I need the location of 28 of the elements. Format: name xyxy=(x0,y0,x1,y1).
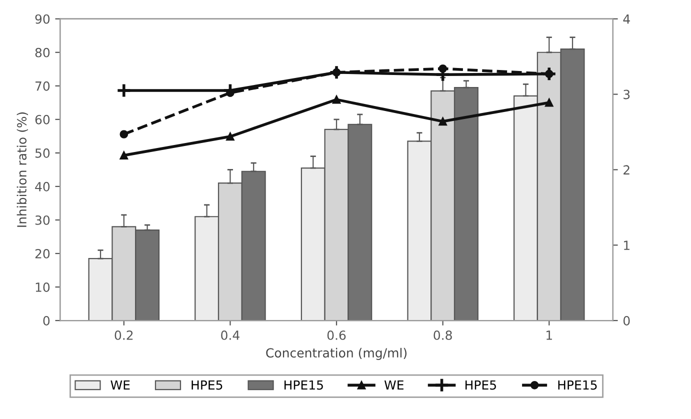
y-tick-label: 70 xyxy=(36,81,50,91)
legend-label: HPE15 xyxy=(558,380,597,390)
x-tick-label: 0.6 xyxy=(327,330,346,340)
y2-tick-label: 4 xyxy=(623,14,630,24)
x-tick-label: 1 xyxy=(546,330,552,340)
y2-tick-label: 2 xyxy=(624,165,630,174)
legend-label: HPE5 xyxy=(192,380,222,390)
legend-label: HPE5 xyxy=(466,380,496,390)
y2-tick-label: 0 xyxy=(623,316,630,326)
legend-label: HPE15 xyxy=(284,380,323,390)
x-tick-label: 0.8 xyxy=(434,330,452,340)
y-tick-label: 30 xyxy=(35,215,50,225)
y-tick-label: 50 xyxy=(35,148,50,158)
x-tick-label: 0.2 xyxy=(114,330,133,340)
x-tick-label: 0.4 xyxy=(221,330,240,340)
y2-tick-label: 1 xyxy=(624,240,630,250)
y-tick-label: 0 xyxy=(43,316,50,326)
y-tick-label: 40 xyxy=(35,182,50,192)
y-tick-label: 60 xyxy=(35,114,50,124)
y-axis-title: Inhibition ratio (%) xyxy=(16,112,28,227)
y-tick-label: 90 xyxy=(35,14,50,24)
x-axis-title: Concentration (mg/ml) xyxy=(266,348,407,360)
legend-label: WE xyxy=(384,380,404,390)
y-tick-label: 80 xyxy=(35,48,50,58)
legend-label: WE xyxy=(110,380,130,390)
y2-tick-label: 3 xyxy=(624,90,630,100)
y-tick-label: 10 xyxy=(36,282,50,292)
y-tick-label: 20 xyxy=(35,248,50,258)
